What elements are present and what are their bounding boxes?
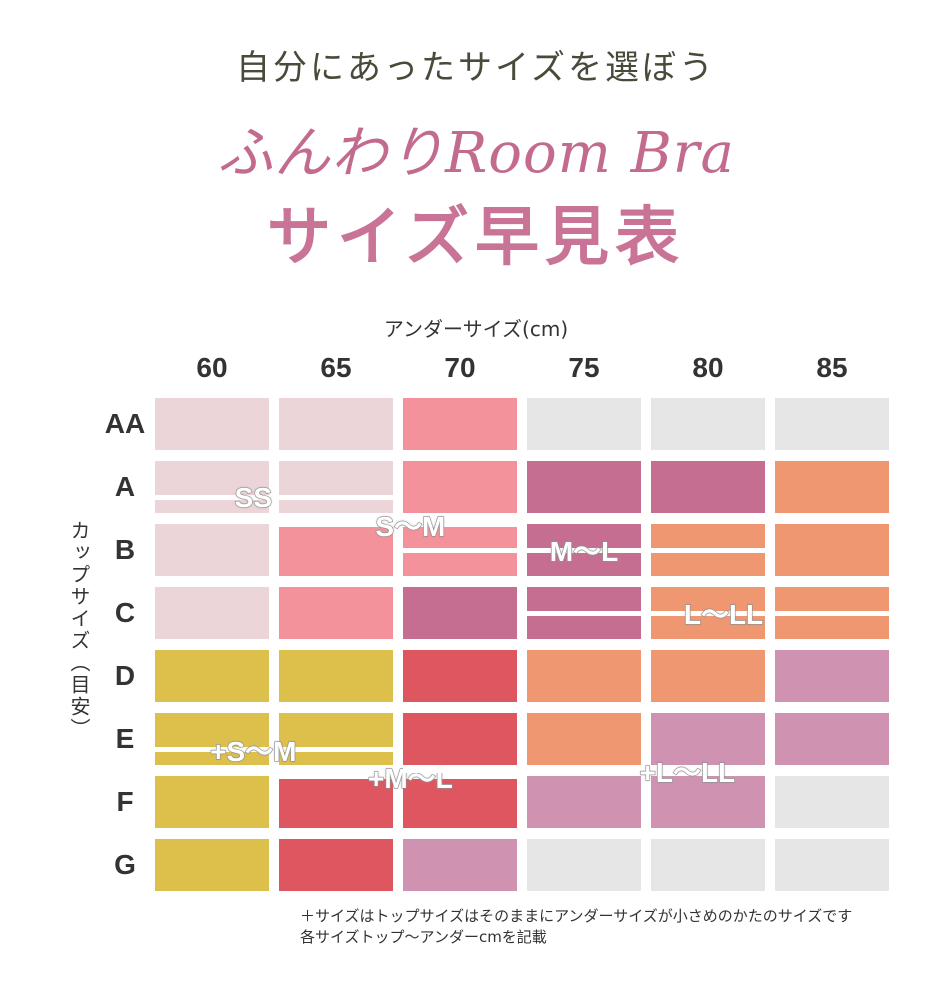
row-label-C: C: [114, 597, 136, 628]
cell-F-75: [527, 776, 641, 828]
cell-B-65: [279, 524, 393, 576]
row-label-E: E: [115, 723, 135, 754]
cell-E-80: [651, 713, 765, 765]
x-axis-label: アンダーサイズ(cm): [383, 317, 569, 341]
cell-G-85: [775, 839, 889, 891]
note-line-2: 各サイズトップ〜アンダーcmを記載: [300, 928, 547, 946]
size-range-label: L〜LL: [683, 598, 764, 630]
range-line: [155, 495, 393, 500]
cell-A-75: [527, 461, 641, 513]
range-line: [155, 747, 393, 752]
cell-E-65: [279, 713, 393, 765]
col-label-65: 65: [320, 352, 352, 383]
cell-F-60: [155, 776, 269, 828]
size-range-label: S〜M: [375, 510, 446, 542]
cell-AA-60: [155, 398, 269, 450]
col-label-60: 60: [196, 352, 228, 383]
cell-C-60: [155, 587, 269, 639]
cell-D-65: [279, 650, 393, 702]
size-range-label: +L〜LL: [639, 756, 736, 788]
cell-B-85: [775, 524, 889, 576]
cell-A-80: [651, 461, 765, 513]
cell-G-65: [279, 839, 393, 891]
cell-AA-70: [403, 398, 517, 450]
cell-G-75: [527, 839, 641, 891]
cell-D-70: [403, 650, 517, 702]
cell-C-70: [403, 587, 517, 639]
row-label-B: B: [114, 534, 136, 565]
range-line: [279, 522, 517, 528]
col-label-75: 75: [568, 352, 600, 383]
col-label-85: 85: [816, 352, 848, 383]
range-line: [527, 610, 889, 616]
product-name: ふんわりRoom Bra: [217, 121, 735, 186]
size-range-label: +M〜L: [367, 762, 453, 794]
notes: ＋サイズはトップサイズはそのままにアンダーサイズが小さめのかたのサイズです 各サ…: [300, 906, 920, 948]
cell-A-60: [155, 461, 269, 513]
row-label-D: D: [114, 660, 136, 691]
cell-A-70: [403, 461, 517, 513]
row-label-F: F: [116, 786, 134, 817]
row-label-G: G: [114, 849, 136, 880]
cell-G-70: [403, 839, 517, 891]
cell-E-85: [775, 713, 889, 765]
size-range-label: SS: [234, 481, 273, 513]
y-axis-label: カップサイズ（目安）: [67, 520, 91, 740]
range-line: [403, 547, 765, 553]
cell-F-70: [403, 776, 517, 828]
cell-F-80: [651, 776, 765, 828]
cell-D-80: [651, 650, 765, 702]
cell-AA-80: [651, 398, 765, 450]
cell-AA-65: [279, 398, 393, 450]
col-label-70: 70: [444, 352, 476, 383]
range-line: [403, 768, 889, 773]
cell-D-85: [775, 650, 889, 702]
cell-G-80: [651, 839, 765, 891]
cell-AA-85: [775, 398, 889, 450]
cell-A-65: [279, 461, 393, 513]
cell-AA-75: [527, 398, 641, 450]
cell-E-70: [403, 713, 517, 765]
subtitle: 自分にあったサイズを選ぼう: [236, 48, 716, 88]
col-label-80: 80: [692, 352, 724, 383]
cell-E-75: [527, 713, 641, 765]
range-line: [279, 774, 517, 780]
size-range-label: M〜L: [549, 535, 619, 567]
page-title: サイズ早見表: [266, 200, 686, 275]
cell-F-85: [775, 776, 889, 828]
cell-E-60: [155, 713, 269, 765]
cell-A-85: [775, 461, 889, 513]
cell-F-65: [279, 776, 393, 828]
cell-G-60: [155, 839, 269, 891]
cell-D-60: [155, 650, 269, 702]
row-label-A: A: [114, 471, 136, 502]
note-line-1: ＋サイズはトップサイズはそのままにアンダーサイズが小さめのかたのサイズです: [300, 907, 853, 925]
row-label-AA: AA: [104, 408, 146, 439]
size-range-label: +S〜M: [210, 735, 298, 767]
cell-D-75: [527, 650, 641, 702]
cell-B-60: [155, 524, 269, 576]
cell-C-65: [279, 587, 393, 639]
